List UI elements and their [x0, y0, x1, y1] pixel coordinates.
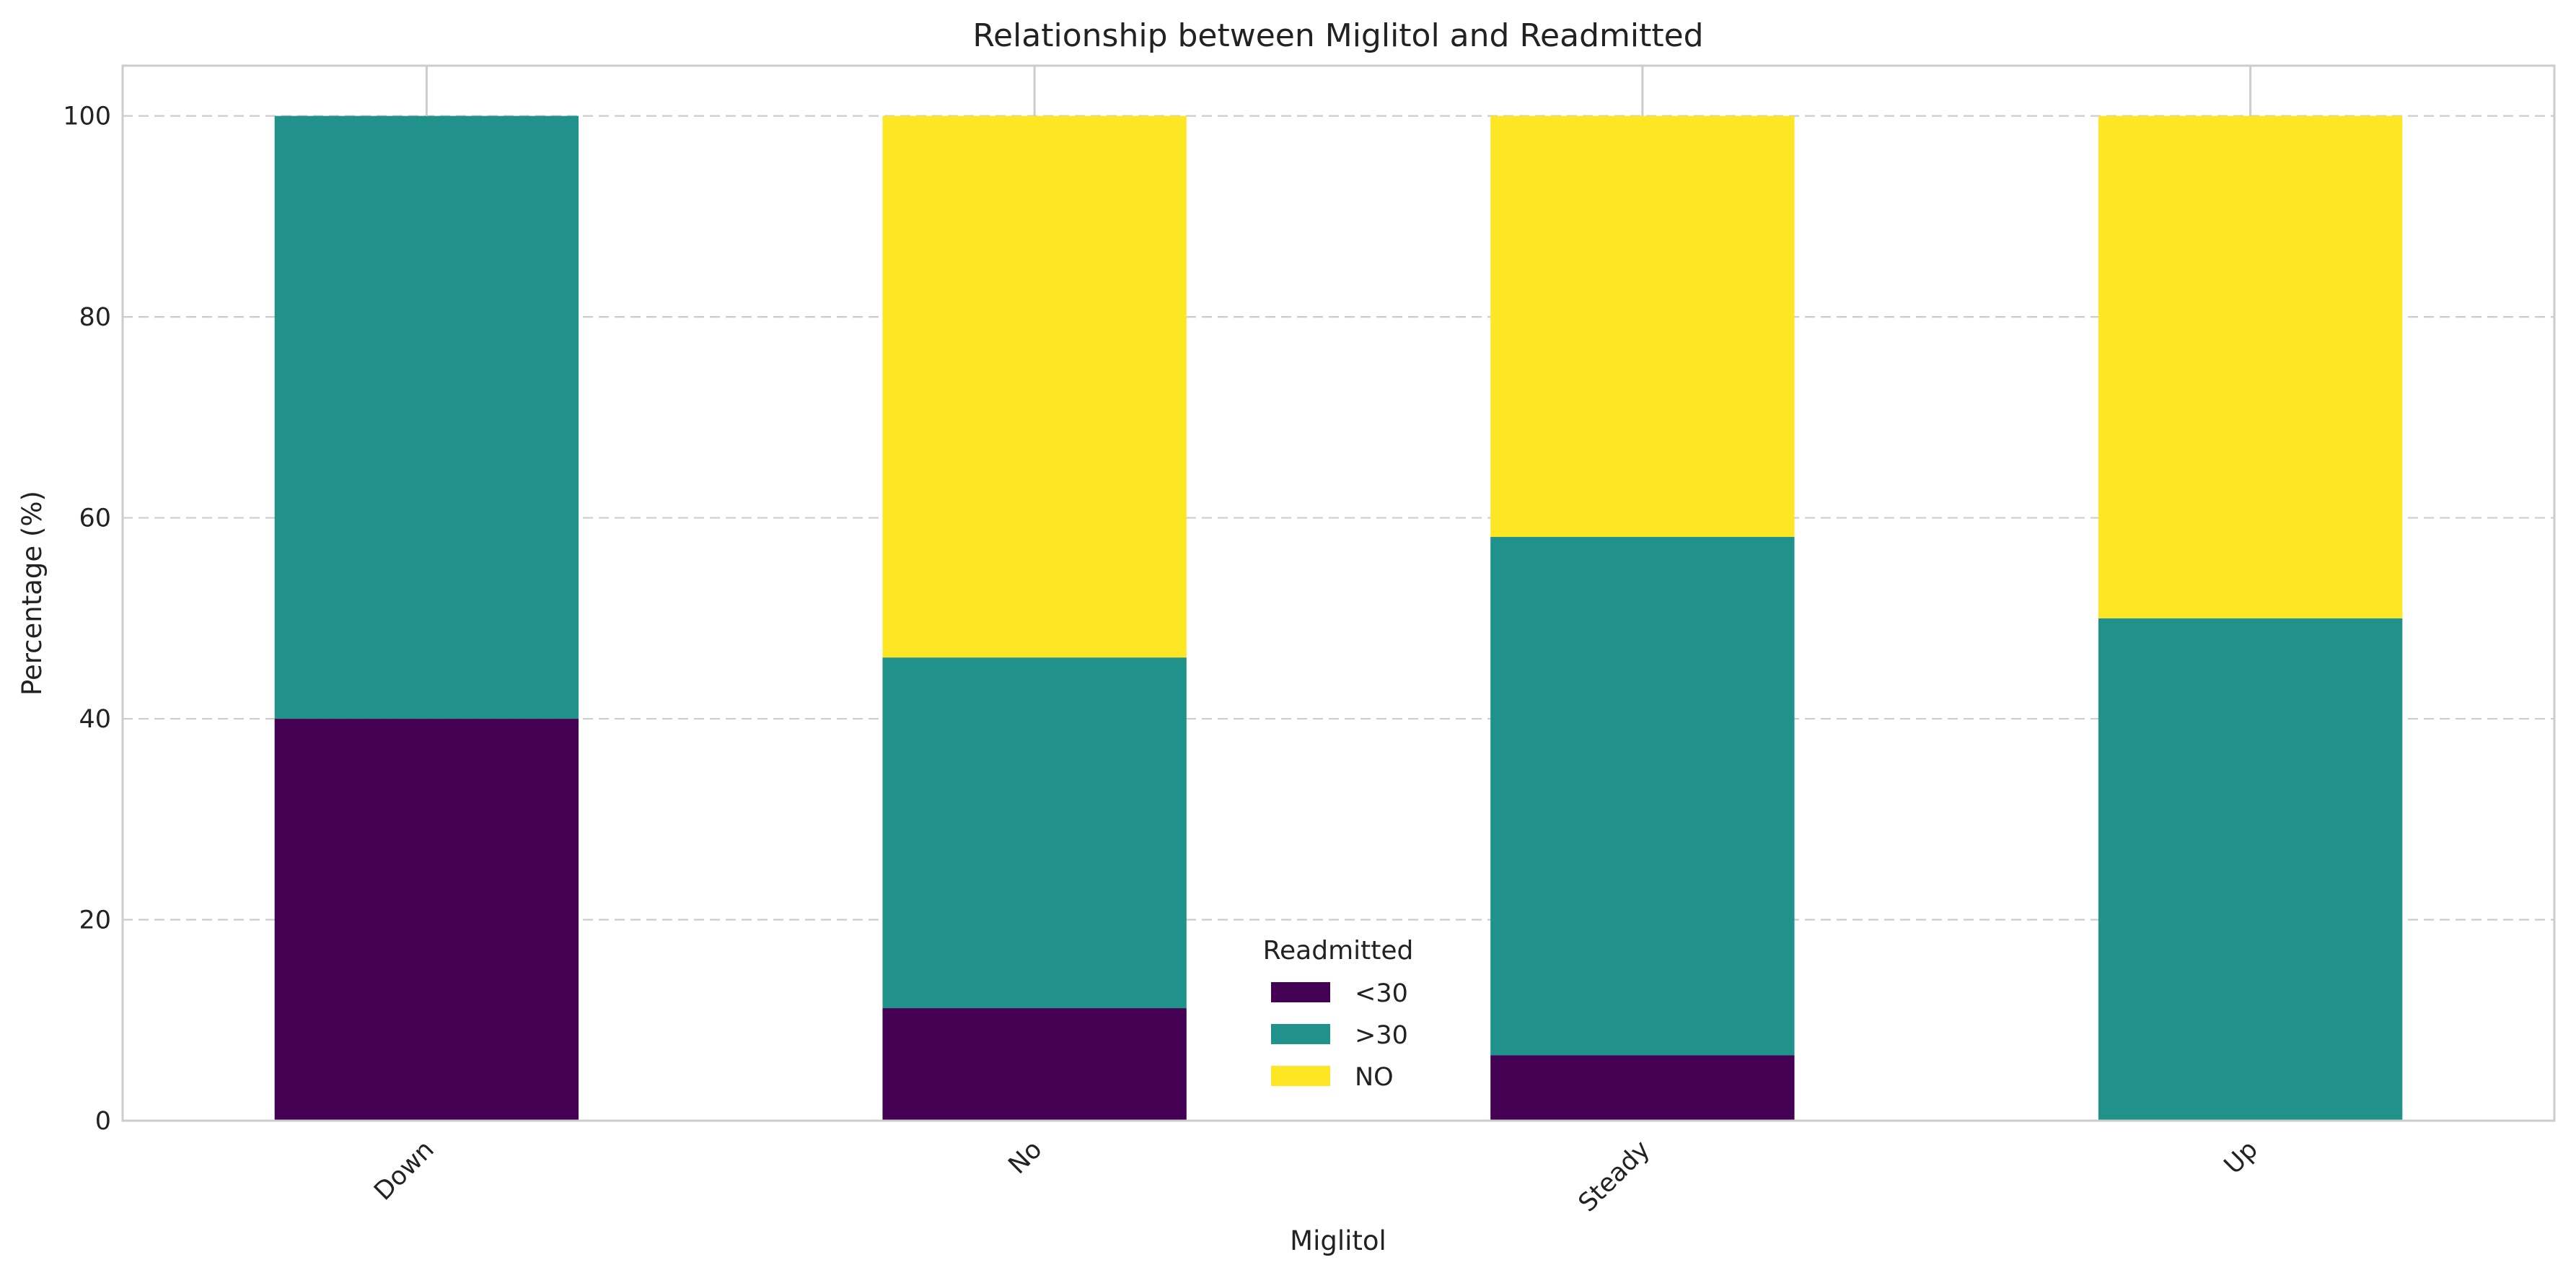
plot-frame [121, 64, 2556, 1122]
bar-segment [274, 115, 579, 719]
bar-segment [1490, 1055, 1795, 1121]
legend-swatch [1271, 1066, 1330, 1086]
bar-segment [2098, 618, 2403, 1121]
x-tick-label: No [1003, 1135, 1048, 1180]
bar-segment [274, 719, 579, 1121]
bar-segment [2098, 115, 2403, 618]
y-axis-label: Percentage (%) [17, 491, 48, 696]
legend-title: Readmitted [1263, 936, 1414, 966]
bar-segment [882, 1008, 1187, 1121]
bar-stacks [274, 115, 2403, 1121]
x-axis-ticks: Down No Steady Up [369, 66, 2264, 1218]
legend: Readmitted <30 >30 NO [1263, 936, 1414, 1092]
x-tick-label: Down [369, 1135, 439, 1206]
bar-segment [882, 115, 1187, 658]
bar-segment [1490, 537, 1795, 1056]
y-tick-label: 80 [79, 303, 111, 332]
y-axis-ticks: 0 20 40 60 80 100 [63, 102, 111, 1136]
y-tick-label: 60 [79, 504, 111, 533]
chart-title: Relationship between Miglitol and Readmi… [972, 17, 1703, 54]
legend-label: >30 [1355, 1021, 1408, 1050]
y-tick-label: 100 [63, 102, 111, 131]
legend-label: NO [1355, 1063, 1394, 1092]
x-tick-label: Up [2219, 1135, 2264, 1180]
y-tick-label: 0 [95, 1107, 111, 1136]
legend-swatch [1271, 982, 1330, 1002]
y-tick-label: 20 [79, 906, 111, 935]
bar-segment [882, 657, 1187, 1009]
x-tick-label: Steady [1573, 1135, 1656, 1217]
y-tick-label: 40 [79, 705, 111, 734]
bar-segment [1490, 115, 1795, 538]
x-axis-label: Miglitol [1290, 1225, 1386, 1256]
legend-label: <30 [1355, 979, 1408, 1008]
legend-swatch [1271, 1024, 1330, 1044]
